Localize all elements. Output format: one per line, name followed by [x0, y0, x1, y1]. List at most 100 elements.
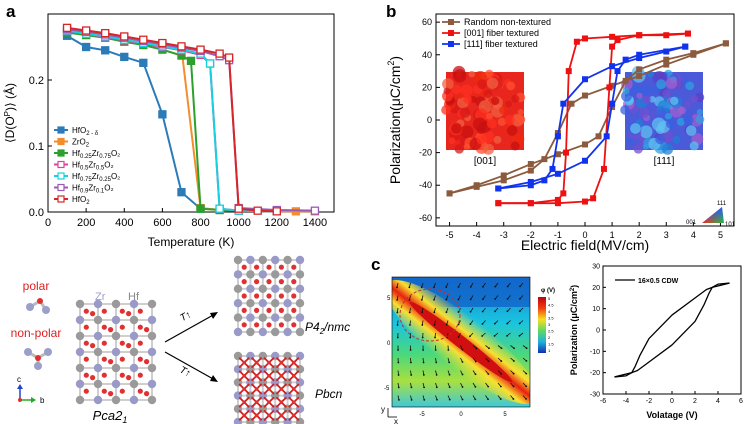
cation-atom	[129, 379, 139, 389]
inset-001-grain	[452, 65, 466, 79]
chart-b-xlabel: Electric field(MV/cm)	[521, 237, 649, 253]
cation-atom	[129, 347, 139, 357]
chart-a-ytick-label: 0.1	[29, 141, 44, 153]
inset-001-grain	[486, 77, 499, 89]
cation-atom	[271, 299, 280, 308]
inset-001-grain	[463, 95, 472, 104]
oxygen-atom	[90, 375, 96, 381]
field-arrow-head	[434, 336, 436, 339]
field-arrow-head	[469, 298, 472, 301]
field-arrow-head	[469, 310, 472, 313]
potential-colormap: -5 0 5 5 0 -5 y x φ (V) 5 4.54 3.53 2.52 1.5…	[381, 276, 555, 424]
chart-a-series-line-hf05	[66, 30, 277, 213]
label-p42nmc: P42/nmc	[305, 320, 350, 336]
cation-atom	[295, 255, 305, 265]
oxygen-atom	[83, 388, 89, 394]
inset-111-grain	[622, 87, 630, 95]
chart-a: 0 200 400 600 800 1000 1200 1400 0.0 0.1 0.2 HfO2 …	[2, 13, 335, 249]
chart-a-legend-marker	[57, 149, 65, 157]
label-non-polar: non-polar	[11, 326, 62, 340]
chart-b-point-fiber111	[603, 133, 610, 140]
oxygen-atom	[83, 324, 89, 330]
cation-atom	[111, 379, 121, 389]
oxygen-atom	[267, 400, 271, 404]
inset-001-grain	[442, 78, 454, 90]
field-arrow-head	[481, 322, 484, 325]
field-arrow-head	[494, 285, 497, 288]
oxygen-atom	[90, 311, 96, 317]
inset-111-grain	[639, 125, 653, 139]
chart-b-point-fiber111	[582, 76, 588, 83]
cation-atom	[246, 255, 255, 265]
inset-001-grain	[454, 144, 465, 154]
chart-a-point-hfo2	[224, 53, 234, 62]
chart-a-ytick-label: 0.0	[29, 207, 44, 219]
inset-111-grain	[642, 95, 651, 104]
inset-111-grain	[651, 117, 666, 132]
field-arrow-head	[410, 398, 413, 401]
ipf-color-triangle	[702, 207, 724, 223]
cmap-ytick-neg5: -5	[384, 386, 390, 392]
field-arrow-head	[457, 298, 460, 301]
chart-a-legend-label: Hf0.9Zr0.1O₂	[72, 184, 114, 195]
field-arrow-head	[421, 311, 423, 314]
inset-001-grain	[441, 105, 451, 115]
oxygen-atom	[126, 343, 132, 349]
cation-atom	[283, 284, 292, 293]
chart-a-xtick-label: 400	[115, 217, 133, 229]
inset-111-grain	[685, 81, 695, 91]
chart-b-xtick-label: -4	[473, 230, 481, 240]
chart-a-point-hfo2_delta	[158, 110, 167, 119]
chart-b-point-fiber111	[663, 48, 670, 55]
oxygen-atom	[242, 413, 246, 418]
cmap-y-axis: y	[381, 405, 385, 414]
chart-b-point-fiber001	[554, 196, 561, 203]
chart-b-legend-marker	[448, 30, 454, 36]
chart-b-point-fiber001	[590, 195, 597, 202]
inset-111-grain	[656, 79, 667, 90]
inset-001-grain	[470, 95, 477, 103]
chart-a-point-hfo2	[215, 49, 224, 58]
inset-111-grain	[676, 117, 685, 126]
oxygen-atom	[279, 360, 284, 365]
field-arrow-head	[445, 323, 448, 326]
field-arrow-head	[525, 347, 528, 350]
chart-b-point-random	[595, 133, 602, 140]
cation-atom	[233, 299, 243, 308]
inset-111-grain	[636, 92, 643, 99]
inset-001-grain	[477, 79, 488, 90]
colorbar-tick: 1	[548, 348, 551, 353]
cation-atom	[129, 363, 139, 373]
inset-111-grain	[665, 118, 676, 129]
chart-b-point-fiber111	[554, 133, 561, 140]
chart-b-point-fiber001	[606, 84, 613, 91]
chart-a-xtick-label: 200	[77, 217, 95, 229]
field-arrow-head	[500, 347, 503, 350]
field-arrow-head	[469, 335, 471, 338]
chart-b-point-random	[582, 92, 588, 99]
cation-atom	[246, 284, 255, 293]
inset-001-grain	[459, 107, 471, 118]
chart-b-point-fiber111	[614, 68, 621, 75]
chart-b-point-random	[582, 141, 588, 148]
oxygen-atom	[278, 264, 284, 270]
oxygen-atom	[291, 293, 297, 299]
oxygen-atom	[101, 308, 107, 314]
field-arrow-head	[396, 324, 399, 326]
field-arrow-head	[461, 398, 464, 401]
chart-b-ytick-label: -60	[419, 213, 432, 223]
chart-a-legend-marker	[57, 172, 65, 180]
oxygen-atom	[241, 264, 247, 270]
cation-atom	[147, 299, 157, 309]
oxygen-atom	[292, 400, 296, 404]
field-arrow-head	[499, 398, 502, 400]
panel-label-a: a	[6, 2, 16, 21]
chart-b-point-random	[663, 61, 670, 68]
oxygen-atom	[101, 340, 107, 346]
inset-111-grain	[690, 94, 699, 103]
inset-111-grain	[649, 95, 656, 103]
field-arrow-head	[487, 385, 490, 388]
chart-b-legend-marker	[448, 19, 454, 25]
field-arrow-head	[469, 323, 472, 326]
field-arrow-head	[493, 322, 496, 325]
